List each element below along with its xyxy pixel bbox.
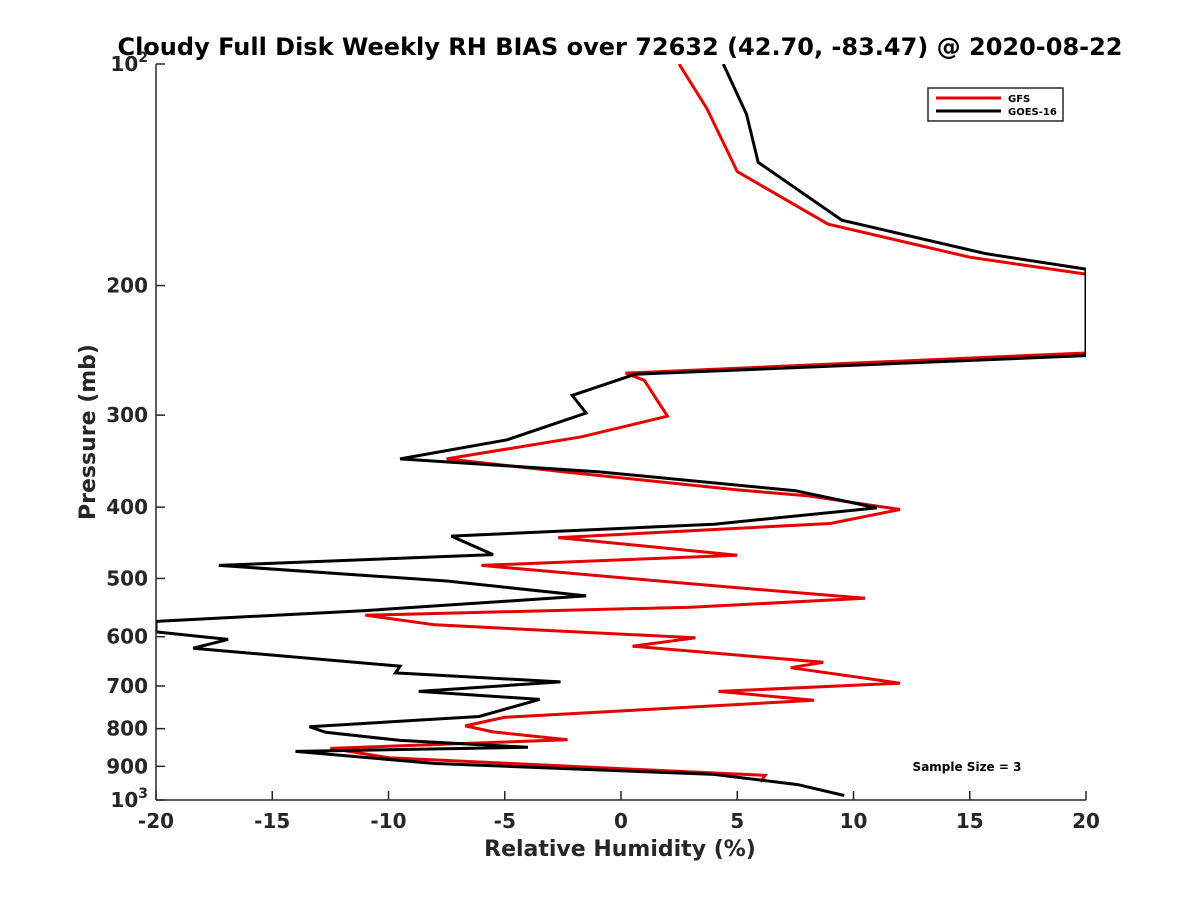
x-tick-label: 0 xyxy=(614,809,628,833)
x-tick-label: 20 xyxy=(1072,809,1100,833)
legend-label: GOES-16 xyxy=(1008,107,1057,118)
legend: GFS GOES-16 xyxy=(927,87,1064,122)
plot-background xyxy=(156,64,1086,800)
x-tick-label: 5 xyxy=(730,809,744,833)
x-tick-label: 10 xyxy=(840,809,868,833)
x-tick-label: -10 xyxy=(370,809,406,833)
x-tick-label: -5 xyxy=(494,809,516,833)
legend-box xyxy=(927,87,1064,122)
legend-label: GFS xyxy=(1008,94,1030,105)
y-tick-label: 102 xyxy=(110,50,148,76)
sample-size-annotation: Sample Size = 3 xyxy=(913,760,1022,774)
series-line-goes-16 xyxy=(156,64,1086,797)
y-tick-label: 700 xyxy=(106,674,148,698)
y-tick-label: 500 xyxy=(106,566,148,590)
y-tick-label: 900 xyxy=(106,754,148,778)
plot-area xyxy=(156,64,1086,800)
x-axis-label: Relative Humidity (%) xyxy=(484,837,756,862)
y-tick-label: 200 xyxy=(106,274,148,298)
y-axis-label: Pressure (mb) xyxy=(76,344,101,520)
x-tick-label: -20 xyxy=(138,809,174,833)
y-tick-label: 300 xyxy=(106,403,148,427)
y-tick-label: 103 xyxy=(110,786,148,812)
y-tick-label: 600 xyxy=(106,625,148,649)
chart-title: Cloudy Full Disk Weekly RH BIAS over 726… xyxy=(117,33,1122,61)
series-line-gfs xyxy=(330,64,1086,783)
y-tick-label: 400 xyxy=(106,495,148,519)
x-tick-label: 15 xyxy=(956,809,984,833)
y-tick-label: 800 xyxy=(106,717,148,741)
x-tick-label: -15 xyxy=(254,809,290,833)
axes-layer: -20 -15 -10 -5 0 5 10 15 20 102 200 300 400 500 600 700… xyxy=(106,50,1100,833)
series-layer xyxy=(156,64,1086,797)
